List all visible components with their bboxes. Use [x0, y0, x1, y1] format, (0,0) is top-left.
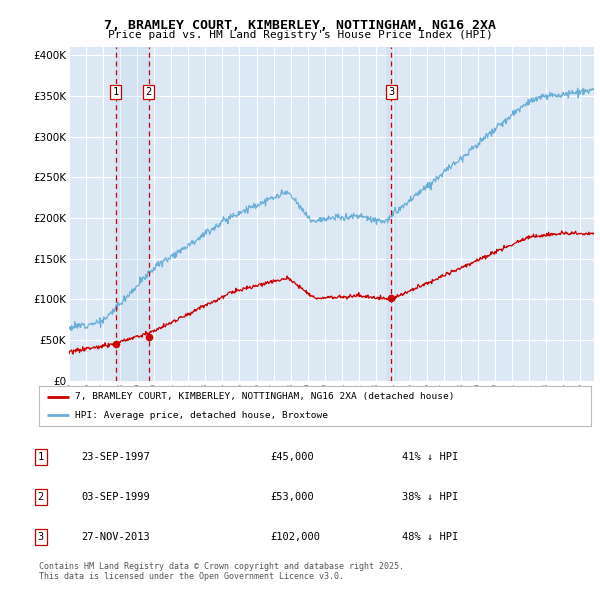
- Text: 27-NOV-2013: 27-NOV-2013: [81, 532, 150, 542]
- Text: £102,000: £102,000: [270, 532, 320, 542]
- Text: 2: 2: [145, 87, 152, 97]
- Text: 7, BRAMLEY COURT, KIMBERLEY, NOTTINGHAM, NG16 2XA: 7, BRAMLEY COURT, KIMBERLEY, NOTTINGHAM,…: [104, 19, 496, 32]
- Bar: [115, 47, 149, 381]
- Text: 1: 1: [38, 453, 44, 462]
- Text: Contains HM Land Registry data © Crown copyright and database right 2025.
This d: Contains HM Land Registry data © Crown c…: [39, 562, 404, 581]
- Text: 03-SEP-1999: 03-SEP-1999: [81, 492, 150, 502]
- Text: HPI: Average price, detached house, Broxtowe: HPI: Average price, detached house, Brox…: [75, 411, 328, 419]
- Text: 41% ↓ HPI: 41% ↓ HPI: [402, 453, 458, 462]
- Text: 3: 3: [388, 87, 394, 97]
- Text: £53,000: £53,000: [270, 492, 314, 502]
- Text: 48% ↓ HPI: 48% ↓ HPI: [402, 532, 458, 542]
- Text: £45,000: £45,000: [270, 453, 314, 462]
- Text: 7, BRAMLEY COURT, KIMBERLEY, NOTTINGHAM, NG16 2XA (detached house): 7, BRAMLEY COURT, KIMBERLEY, NOTTINGHAM,…: [75, 392, 454, 401]
- Text: Price paid vs. HM Land Registry's House Price Index (HPI): Price paid vs. HM Land Registry's House …: [107, 30, 493, 40]
- Text: 3: 3: [38, 532, 44, 542]
- Bar: [387, 47, 395, 381]
- Text: 38% ↓ HPI: 38% ↓ HPI: [402, 492, 458, 502]
- Text: 2: 2: [38, 492, 44, 502]
- Text: 23-SEP-1997: 23-SEP-1997: [81, 453, 150, 462]
- Text: 1: 1: [112, 87, 119, 97]
